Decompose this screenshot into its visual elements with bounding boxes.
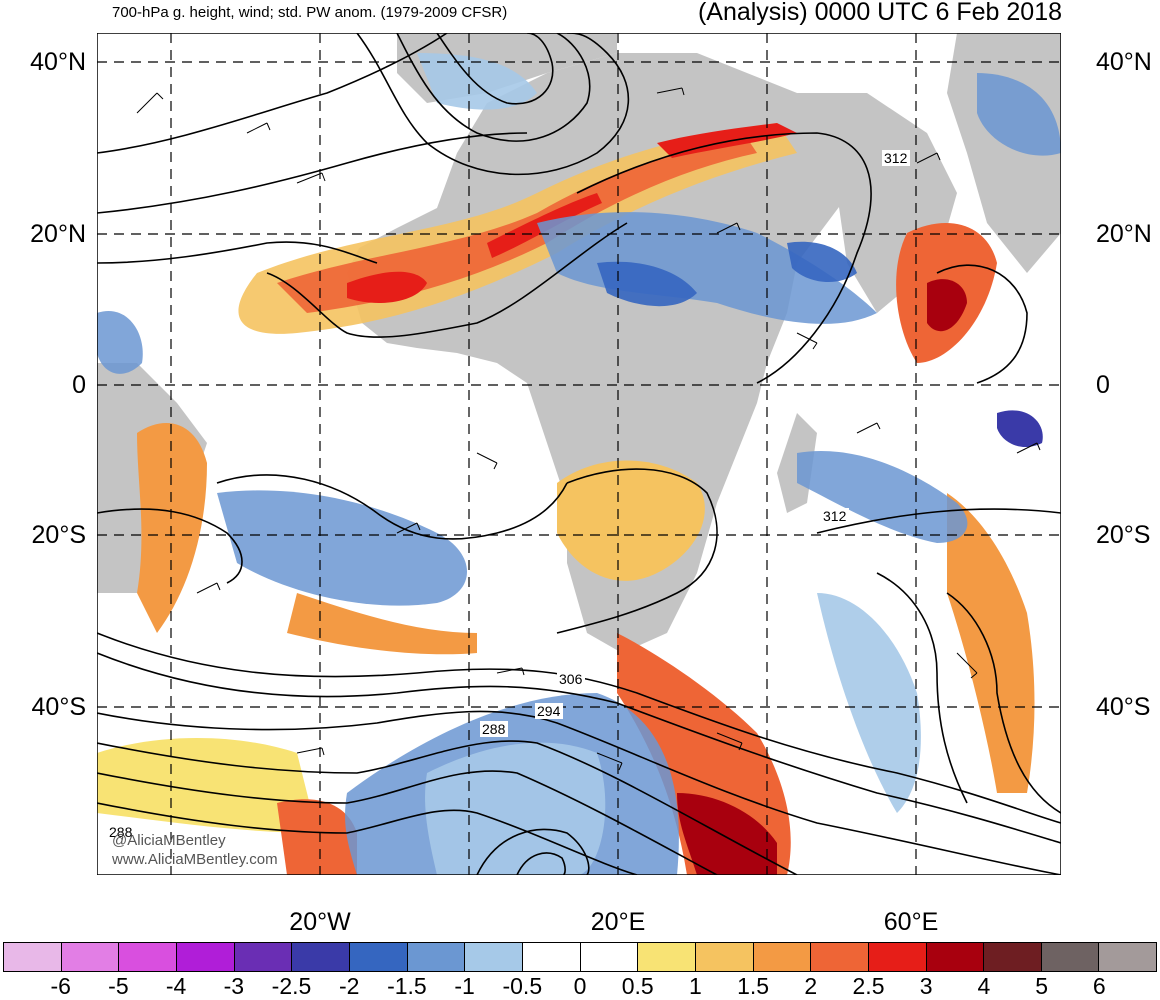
- colorbar-label: -4: [165, 973, 187, 999]
- colorbar-label: -2.5: [271, 973, 312, 999]
- contour-label: 288: [482, 721, 506, 737]
- africa-land: [347, 53, 857, 653]
- colorbar-label: -2: [338, 973, 360, 999]
- height-contours: [97, 33, 1061, 875]
- colorbar: [3, 942, 1157, 972]
- colorbar-swatch: [176, 943, 235, 971]
- colorbar-label: 1: [688, 973, 702, 999]
- colorbar-swatch: [4, 943, 62, 971]
- negative-anomaly-shading: [97, 53, 1061, 875]
- colorbar-label: 4: [977, 973, 991, 999]
- map-title-left: 700-hPa g. height, wind; std. PW anom. (…: [112, 4, 508, 21]
- colorbar-swatch: [407, 943, 466, 971]
- map-title-right: (Analysis) 0000 UTC 6 Feb 2018: [697, 0, 1062, 26]
- colorbar-swatch: [465, 943, 523, 971]
- colorbar-label: 0: [573, 973, 587, 999]
- lat-label-40s-left: 40°S: [31, 693, 86, 721]
- credit-handle: @AliciaMBentley: [112, 832, 226, 849]
- colorbar-swatch: [349, 943, 408, 971]
- colorbar-swatch: [1099, 943, 1157, 971]
- contour-label: 306: [559, 671, 583, 687]
- colorbar-swatch: [522, 943, 581, 971]
- positive-anomaly-shading: [97, 123, 1035, 875]
- colorbar-label: -5: [108, 973, 129, 999]
- lat-label-20s-left: 20°S: [31, 521, 86, 549]
- colorbar-swatch: [292, 943, 350, 971]
- contour-label: 294: [537, 703, 561, 719]
- lat-label-40n-right: 40°N: [1096, 48, 1152, 76]
- colorbar-label: -3: [223, 973, 245, 999]
- colorbar-swatch: [638, 943, 696, 971]
- colorbar-label: -0.5: [502, 973, 543, 999]
- lon-label-20e: 20°E: [590, 908, 646, 936]
- colorbar-swatch: [1041, 943, 1100, 971]
- colorbar-swatch: [234, 943, 293, 971]
- colorbar-swatch: [61, 943, 120, 971]
- colorbar-label: 1.5: [737, 973, 770, 999]
- lon-label-60e: 60°E: [883, 908, 939, 936]
- contour-label: 288: [109, 824, 133, 840]
- lat-lon-grid: [97, 33, 1061, 875]
- lat-label-eq-left: 0: [72, 371, 86, 399]
- colorbar-swatch: [753, 943, 812, 971]
- colorbar-label: 2: [804, 973, 818, 999]
- colorbar-swatch: [580, 943, 639, 971]
- colorbar-label: -1.5: [387, 973, 427, 999]
- lat-label-40s-right: 40°S: [1096, 693, 1151, 721]
- colorbar-label: 6: [1092, 973, 1106, 999]
- lat-label-40n-left: 40°N: [30, 48, 86, 76]
- colorbar-swatch: [868, 943, 927, 971]
- contour-label-group: 312 312 306 294 288 288: [109, 150, 910, 840]
- contour-label: 312: [884, 150, 908, 166]
- colorbar-label: 0.5: [621, 973, 654, 999]
- colorbar-swatch: [926, 943, 985, 971]
- colorbar-label: -1: [454, 973, 475, 999]
- pw-anomaly-map: 312 312 306 294 288 288: [97, 33, 1061, 875]
- colorbar-swatch: [119, 943, 177, 971]
- colorbar-swatch: [984, 943, 1042, 971]
- colorbar-label: 5: [1035, 973, 1048, 999]
- colorbar-label: 2.5: [852, 973, 885, 999]
- lat-label-20n-left: 20°N: [30, 220, 86, 248]
- lat-label-20s-right: 20°S: [1096, 521, 1151, 549]
- lon-label-20w: 20°W: [289, 908, 351, 936]
- lat-label-eq-right: 0: [1096, 371, 1110, 399]
- credit-website: www.AliciaMBentley.com: [112, 851, 278, 868]
- colorbar-label: 3: [919, 973, 933, 999]
- wind-barbs: [136, 87, 1041, 771]
- colorbar-swatch: [811, 943, 869, 971]
- colorbar-swatch: [695, 943, 754, 971]
- colorbar-label: -6: [50, 973, 71, 999]
- contour-label: 312: [823, 508, 847, 524]
- lat-label-20n-right: 20°N: [1096, 220, 1152, 248]
